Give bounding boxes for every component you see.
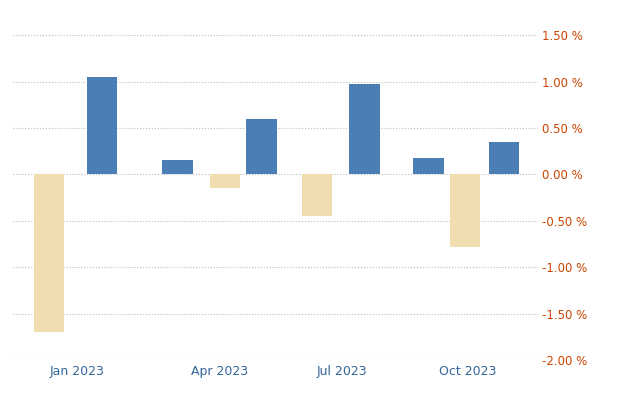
Bar bbox=[349, 84, 380, 174]
Bar bbox=[413, 158, 444, 174]
Bar bbox=[489, 142, 520, 174]
Bar bbox=[450, 174, 481, 247]
Bar bbox=[246, 119, 276, 174]
Bar bbox=[34, 174, 65, 332]
Bar bbox=[210, 174, 240, 188]
Bar bbox=[162, 160, 193, 174]
Bar bbox=[87, 77, 118, 174]
Bar bbox=[301, 174, 332, 216]
